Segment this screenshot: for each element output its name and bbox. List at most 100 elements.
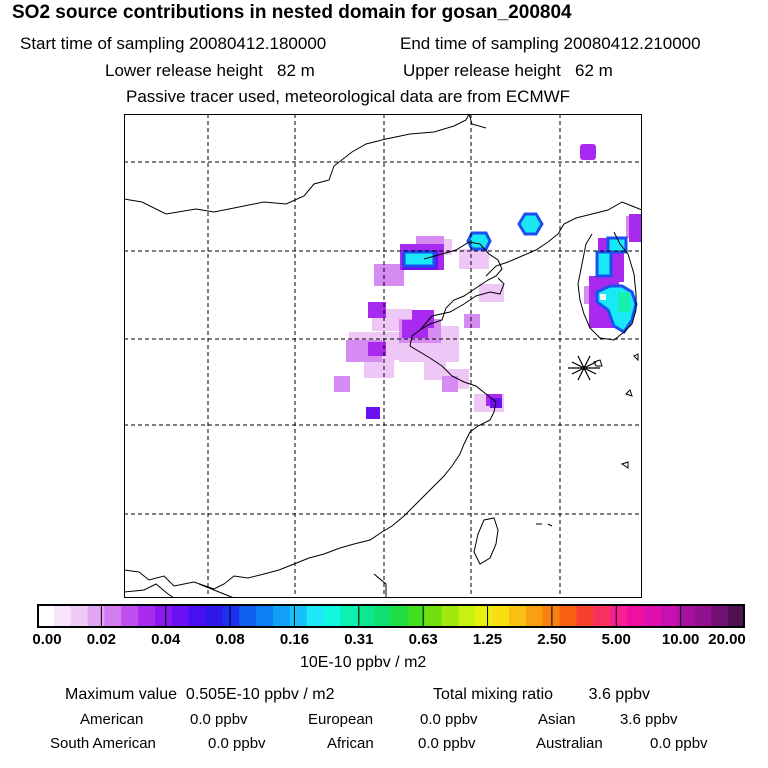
upper-release-label: Upper release height bbox=[403, 61, 561, 80]
start-time-label: Start time of sampling bbox=[20, 34, 185, 53]
colorbar-swatch bbox=[306, 604, 325, 628]
total-mixing-ratio: Total mixing ratio 3.6 ppbv bbox=[433, 686, 650, 704]
colorbar-swatch bbox=[441, 604, 460, 628]
colorbar-tick-label: 0.00 bbox=[32, 631, 62, 648]
colorbar-swatch bbox=[711, 604, 729, 628]
plume-mid-patch bbox=[442, 376, 458, 392]
colorbar-tick-label: 0.04 bbox=[151, 631, 181, 648]
maximum-value-number: 0.505E-10 ppbv / m2 bbox=[185, 686, 335, 703]
colorbar-swatch bbox=[424, 604, 443, 628]
colorbar-tick-label: 0.63 bbox=[408, 631, 438, 648]
colorbar-swatch bbox=[728, 604, 745, 628]
end-time: End time of sampling 20080412.210000 bbox=[400, 34, 701, 54]
colorbar-swatch bbox=[492, 604, 510, 628]
colorbar-swatch bbox=[205, 604, 224, 628]
colorbar-swatch bbox=[525, 604, 544, 628]
mongolia-border bbox=[124, 114, 470, 215]
colorbar-swatch bbox=[643, 604, 662, 628]
region-value: 3.6 ppbv bbox=[620, 711, 678, 728]
colorbar-swatch bbox=[407, 604, 426, 628]
plume-green-core bbox=[618, 292, 630, 312]
coastlines bbox=[124, 114, 642, 598]
start-time-value: 20080412.180000 bbox=[189, 34, 327, 53]
colorbar-swatch bbox=[87, 604, 106, 628]
island bbox=[633, 353, 639, 362]
region-name: European bbox=[308, 711, 374, 728]
region-name: Australian bbox=[536, 735, 603, 752]
colorbar-tick-label: 1.25 bbox=[472, 631, 503, 648]
colorbar-swatch bbox=[374, 604, 392, 628]
maximum-value: Maximum value 0.505E-10 ppbv / m2 bbox=[65, 686, 334, 704]
tracer-note: Passive tracer used, meteorological data… bbox=[126, 87, 571, 106]
island bbox=[593, 359, 603, 367]
colorbar-swatch bbox=[70, 604, 89, 628]
colorbar-units: 10E-10 ppbv / m2 bbox=[300, 654, 427, 671]
plume-shading bbox=[334, 144, 642, 419]
plume-strong-patch bbox=[402, 320, 428, 338]
lower-release-value: 82 m bbox=[277, 61, 315, 80]
colorbar-swatch bbox=[660, 604, 679, 628]
colorbar-swatch bbox=[694, 604, 712, 628]
colorbar-swatch bbox=[610, 604, 628, 628]
island bbox=[536, 523, 553, 527]
colorbar-swatch bbox=[188, 604, 207, 628]
plume-light-patch bbox=[459, 249, 489, 269]
colorbar-swatch bbox=[239, 604, 257, 628]
colorbar-swatch bbox=[37, 604, 55, 628]
lower-release-label: Lower release height bbox=[105, 61, 263, 80]
graticule bbox=[124, 114, 642, 598]
colorbar-swatch bbox=[138, 604, 156, 628]
region-value: 0.0 ppbv bbox=[190, 711, 248, 728]
liaodong-coast bbox=[485, 233, 559, 277]
region-value: 0.0 ppbv bbox=[208, 735, 266, 752]
korea-north-border bbox=[557, 201, 642, 235]
colorbar-tick-label: 20.00 bbox=[708, 631, 746, 648]
colorbar-swatch bbox=[391, 604, 409, 628]
island bbox=[625, 389, 633, 397]
colorbar-swatch bbox=[677, 604, 696, 628]
colorbar-swatch bbox=[509, 604, 527, 628]
plume-mid-patch bbox=[464, 314, 480, 328]
plume-peak-patch bbox=[595, 250, 613, 278]
plot-title: SO2 source contributions in nested domai… bbox=[12, 2, 572, 23]
border-segment bbox=[373, 573, 387, 598]
colorbar-tick-label: 5.00 bbox=[601, 631, 631, 648]
plume-mid-patch bbox=[374, 264, 404, 286]
plume-strong-patch bbox=[368, 342, 386, 356]
region-name: African bbox=[327, 735, 374, 752]
colorbar-swatch bbox=[576, 604, 594, 628]
colorbar-swatch bbox=[104, 604, 122, 628]
region-name: Asian bbox=[538, 711, 576, 728]
colorbar-tick-label: 0.08 bbox=[215, 631, 245, 648]
colorbar-swatch bbox=[171, 604, 190, 628]
shandong-coast bbox=[419, 277, 505, 331]
plume-peak-patch bbox=[402, 250, 436, 268]
plume-mid-patch bbox=[334, 376, 350, 392]
colorbar-swatch bbox=[273, 604, 291, 628]
south-border bbox=[124, 583, 175, 598]
plume-deep-patch bbox=[366, 407, 380, 419]
colorbar bbox=[37, 604, 745, 628]
korea-peninsula bbox=[577, 231, 637, 341]
maximum-value-label: Maximum value bbox=[65, 686, 178, 703]
colorbar-swatch bbox=[53, 604, 72, 628]
end-time-value: 20080412.210000 bbox=[563, 34, 701, 53]
colorbar-swatch bbox=[475, 604, 493, 628]
region-name: South American bbox=[50, 735, 156, 752]
plume-peak-patch bbox=[466, 231, 492, 251]
plume-strong-patch bbox=[580, 144, 596, 160]
plume-light-patch bbox=[424, 362, 446, 380]
border-segment bbox=[198, 583, 235, 598]
plume-hole bbox=[600, 294, 606, 300]
colorbar-swatch bbox=[323, 604, 342, 628]
map-panel bbox=[124, 114, 642, 598]
colorbar-tick-label: 10.00 bbox=[661, 631, 700, 648]
colorbar-tick-label: 0.02 bbox=[86, 631, 116, 648]
plume-strong-patch bbox=[629, 214, 642, 242]
total-mixing-label: Total mixing ratio bbox=[433, 686, 554, 703]
colorbar-tick-label: 0.16 bbox=[279, 631, 310, 648]
colorbar-swatch bbox=[256, 604, 274, 628]
plume-peak-patch bbox=[517, 212, 544, 236]
start-time: Start time of sampling 20080412.180000 bbox=[20, 34, 326, 54]
region-value: 0.0 ppbv bbox=[650, 735, 708, 752]
